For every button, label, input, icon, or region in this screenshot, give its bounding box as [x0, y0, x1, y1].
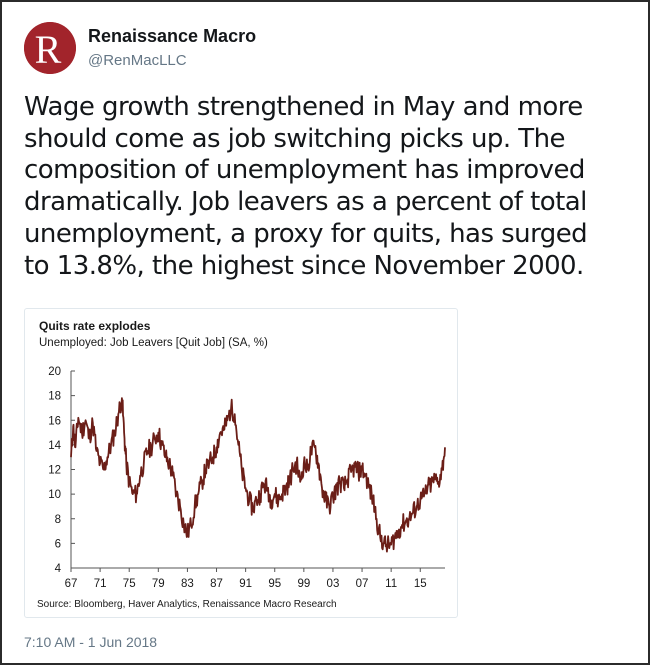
account-name[interactable]: Renaissance Macro: [88, 26, 257, 46]
avatar-letter: R: [35, 27, 62, 72]
chart-image[interactable]: Quits rate explodes Unemployed: Job Leav…: [24, 308, 458, 618]
chart-title: Quits rate explodes: [39, 319, 151, 333]
x-tick-label: 71: [94, 578, 107, 590]
x-tick-label: 79: [152, 578, 165, 590]
x-tick-label: 99: [297, 578, 310, 590]
y-tick-label: 6: [55, 538, 61, 550]
tweet-text-line: should come as job switching picks up. T…: [24, 123, 566, 154]
x-axis: 67 71 75 79 83 87 91 95 99 03 07 11 15: [65, 567, 445, 590]
x-tick-label: 83: [181, 578, 194, 590]
y-axis: 4 6 8 10 12 14 16 18 20: [48, 366, 75, 575]
account-handle[interactable]: @RenMacLLC: [88, 52, 187, 69]
chart-subtitle: Unemployed: Job Leavers [Quit Job] (SA, …: [39, 337, 268, 349]
tweet-text-line: to 13.8%, the highest since November 200…: [24, 250, 584, 281]
renaissance-logo-icon: R: [24, 22, 76, 74]
account-avatar[interactable]: R: [24, 22, 76, 74]
tweet-timestamp[interactable]: 7:10 AM - 1 Jun 2018: [24, 634, 158, 650]
tweet-text-line: unemployment, a proxy for quits, has sur…: [24, 218, 588, 249]
y-tick-label: 14: [48, 440, 61, 452]
tweet-text-line: composition of unemployment has improved: [24, 155, 585, 186]
y-tick-label: 20: [48, 366, 61, 378]
x-tick-label: 03: [327, 578, 340, 590]
y-tick-label: 8: [55, 514, 61, 526]
quits-rate-chart: Quits rate explodes Unemployed: Job Leav…: [37, 319, 446, 610]
y-tick-label: 18: [48, 391, 61, 403]
y-tick-label: 10: [48, 489, 61, 501]
y-tick-label: 12: [48, 465, 61, 477]
y-tick-label: 16: [48, 415, 61, 427]
y-tick-label: 4: [55, 563, 62, 575]
x-tick-label: 95: [268, 578, 281, 590]
x-tick-label: 11: [385, 578, 397, 590]
x-tick-label: 91: [239, 578, 252, 590]
x-tick-label: 67: [65, 578, 78, 590]
series-layer: [70, 397, 446, 553]
x-tick-label: 75: [123, 578, 136, 590]
x-tick-label: 87: [210, 578, 223, 590]
tweet-text: Wage growth strengthened in May and more…: [24, 92, 634, 282]
x-tick-label: 15: [414, 578, 427, 590]
x-tick-label: 07: [356, 578, 369, 590]
series-line-0: [70, 397, 446, 553]
tweet-text-line: dramatically. Job leavers as a percent o…: [24, 187, 587, 218]
tweet-text-line: Wage growth strengthened in May and more: [24, 92, 583, 122]
chart-source: Source: Bloomberg, Haver Analytics, Rena…: [37, 599, 337, 610]
